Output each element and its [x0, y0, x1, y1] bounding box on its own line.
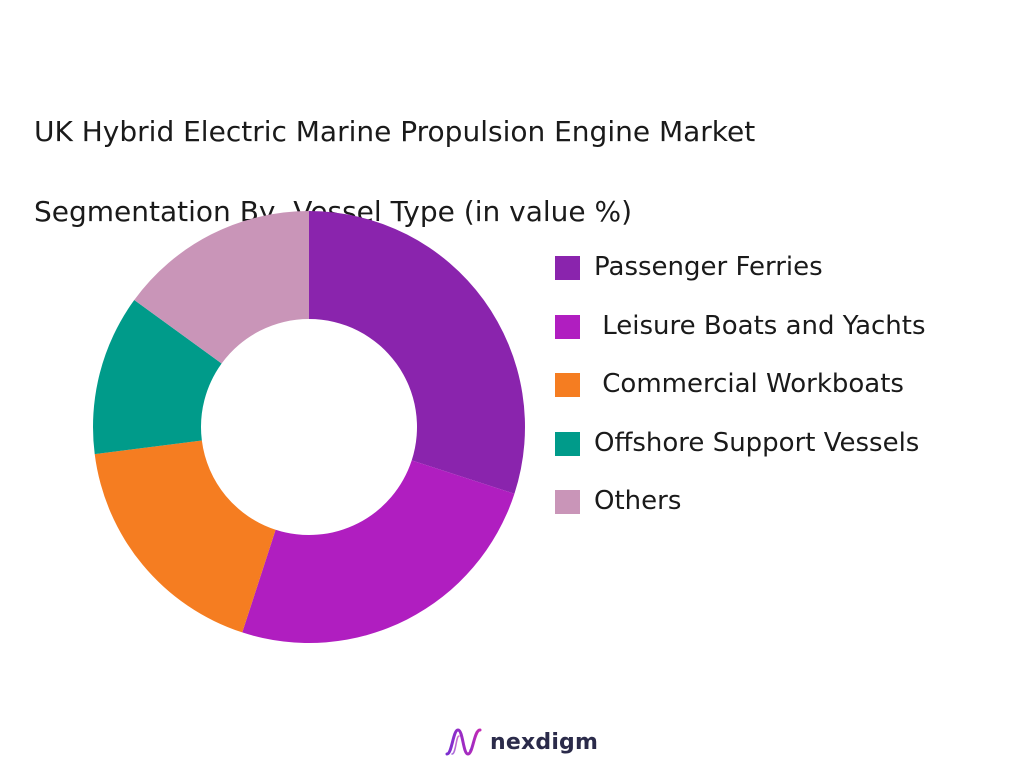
- nexdigm-wave-logo-icon: [445, 728, 482, 756]
- donut-slice: [309, 211, 525, 494]
- legend-label: Commercial Workboats: [594, 369, 904, 399]
- legend-label: Passenger Ferries: [594, 252, 823, 282]
- brand-footer: nexdigm: [444, 722, 598, 762]
- donut-slice: [242, 460, 515, 643]
- chart-legend: Passenger Ferries Leisure Boats and Yach…: [555, 247, 926, 540]
- donut-slice: [94, 440, 276, 633]
- donut-slice: [134, 211, 309, 364]
- brand-name: nexdigm: [490, 729, 599, 755]
- legend-swatch: [555, 373, 580, 397]
- legend-label: Others: [594, 486, 682, 516]
- legend-swatch: [555, 256, 580, 280]
- legend-label: Offshore Support Vessels: [594, 427, 920, 458]
- legend-item: Passenger Ferries: [555, 247, 926, 306]
- legend-item: Commercial Workboats: [555, 364, 926, 423]
- chart-title-line-1: UK Hybrid Electric Marine Propulsion Eng…: [34, 115, 756, 148]
- legend-label: Leisure Boats and Yachts: [594, 310, 926, 341]
- legend-swatch: [555, 490, 580, 514]
- donut-slice: [93, 300, 222, 455]
- legend-swatch: [555, 314, 580, 339]
- legend-item: Offshore Support Vessels: [555, 423, 926, 482]
- legend-item: Leisure Boats and Yachts: [555, 306, 926, 365]
- legend-item: Others: [555, 481, 926, 540]
- legend-swatch: [555, 431, 580, 456]
- donut-chart: [93, 211, 525, 643]
- chart-title: UK Hybrid Electric Marine Propulsion Eng…: [34, 72, 954, 272]
